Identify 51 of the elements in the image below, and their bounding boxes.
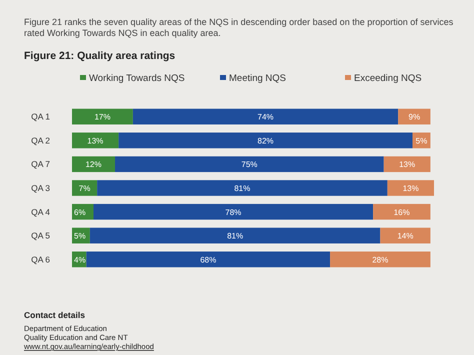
- data-label: 75%: [241, 160, 258, 170]
- data-label: 16%: [394, 208, 410, 217]
- legend-label: Meeting NQS: [229, 73, 286, 84]
- data-label: 13%: [402, 184, 419, 193]
- bar: [72, 156, 116, 172]
- y-tick-label: QA 7: [31, 159, 50, 170]
- data-label: 5%: [416, 136, 428, 146]
- bar: [72, 180, 98, 196]
- text: Contact details: [24, 310, 86, 320]
- bar: [118, 132, 412, 148]
- y-tick-label: QA 3: [31, 183, 50, 193]
- data-label: 17%: [94, 112, 110, 122]
- bar: [373, 204, 430, 220]
- y-tick-label: QA 6: [31, 254, 50, 264]
- data-label: 28%: [372, 255, 388, 264]
- data-label: 81%: [234, 184, 250, 193]
- data-label: 14%: [397, 232, 414, 241]
- chart-title: Figure 21: Quality area ratings: [24, 50, 176, 62]
- y-tick-label: QA 4: [31, 206, 50, 217]
- bar: [90, 228, 380, 244]
- bar: [387, 180, 434, 196]
- data-label: 68%: [200, 255, 216, 264]
- legend-label: Working Towards NQS: [89, 73, 185, 84]
- data-label: 74%: [258, 112, 274, 122]
- data-label: 82%: [258, 136, 274, 146]
- bar: [330, 252, 430, 268]
- y-tick-label: QA 1: [31, 112, 50, 122]
- bar: [72, 132, 119, 148]
- y-tick-label: QA 5: [31, 230, 50, 241]
- data-label: 78%: [225, 208, 242, 217]
- data-label: 81%: [227, 232, 244, 241]
- data-label: 12%: [85, 160, 102, 170]
- bar: [86, 252, 330, 268]
- bar: [72, 108, 133, 124]
- chart-subtitle: Figure 21 ranks the seven quality areas of the NQS in descending order based on the proportion of services rated Working Towards NQS in each quality area.: [24, 17, 454, 38]
- bar: [115, 156, 384, 172]
- bar: [380, 228, 430, 244]
- bar: [132, 108, 398, 124]
- data-label: 5%: [74, 232, 86, 241]
- data-label: 7%: [78, 184, 90, 193]
- bar: [97, 180, 388, 196]
- data-label: 13%: [87, 136, 104, 146]
- y-tick-label: QA 2: [31, 135, 50, 146]
- data-label: 6%: [74, 208, 86, 217]
- legend-label: Exceeding NQS: [354, 73, 422, 84]
- data-label: 4%: [74, 255, 86, 264]
- data-label: 13%: [399, 160, 416, 170]
- bar: [398, 108, 430, 124]
- bar: [384, 156, 430, 172]
- bar: [94, 204, 374, 220]
- data-label: 9%: [408, 112, 420, 122]
